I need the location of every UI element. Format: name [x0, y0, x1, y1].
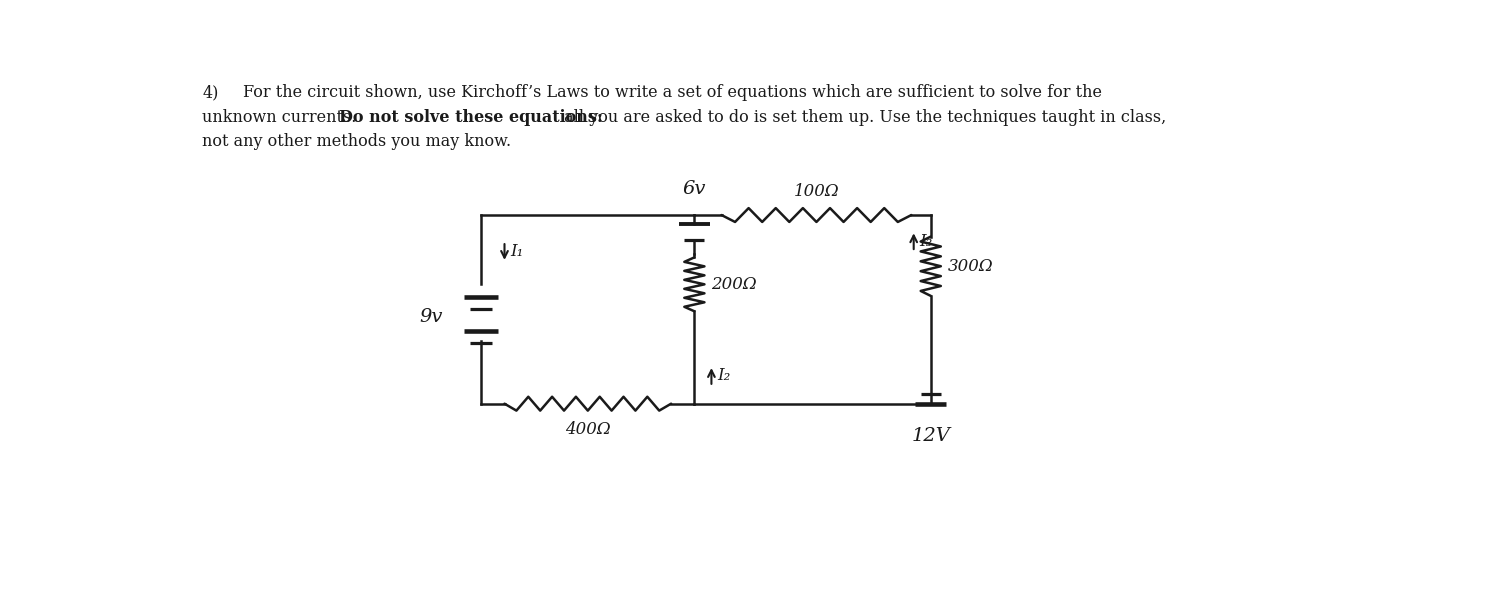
Text: I₃: I₃	[919, 233, 932, 250]
Text: unknown currents.: unknown currents.	[202, 109, 362, 126]
Text: 12V: 12V	[911, 427, 950, 445]
Text: 300Ω: 300Ω	[947, 258, 994, 275]
Text: Do not solve these equations:: Do not solve these equations:	[339, 109, 604, 126]
Text: I₁: I₁	[511, 243, 524, 260]
Text: I₂: I₂	[717, 368, 731, 384]
Text: 6v: 6v	[683, 180, 707, 198]
Text: For the circuit shown, use Kirchoff’s Laws to write a set of equations which are: For the circuit shown, use Kirchoff’s La…	[242, 84, 1101, 101]
Text: 200Ω: 200Ω	[711, 276, 757, 293]
Text: all you are asked to do is set them up. Use the techniques taught in class,: all you are asked to do is set them up. …	[559, 109, 1167, 126]
Text: 400Ω: 400Ω	[565, 421, 611, 437]
Text: 100Ω: 100Ω	[793, 182, 840, 200]
Text: 4): 4)	[202, 84, 218, 101]
Text: not any other methods you may know.: not any other methods you may know.	[202, 133, 511, 150]
Text: 9v: 9v	[420, 308, 442, 326]
